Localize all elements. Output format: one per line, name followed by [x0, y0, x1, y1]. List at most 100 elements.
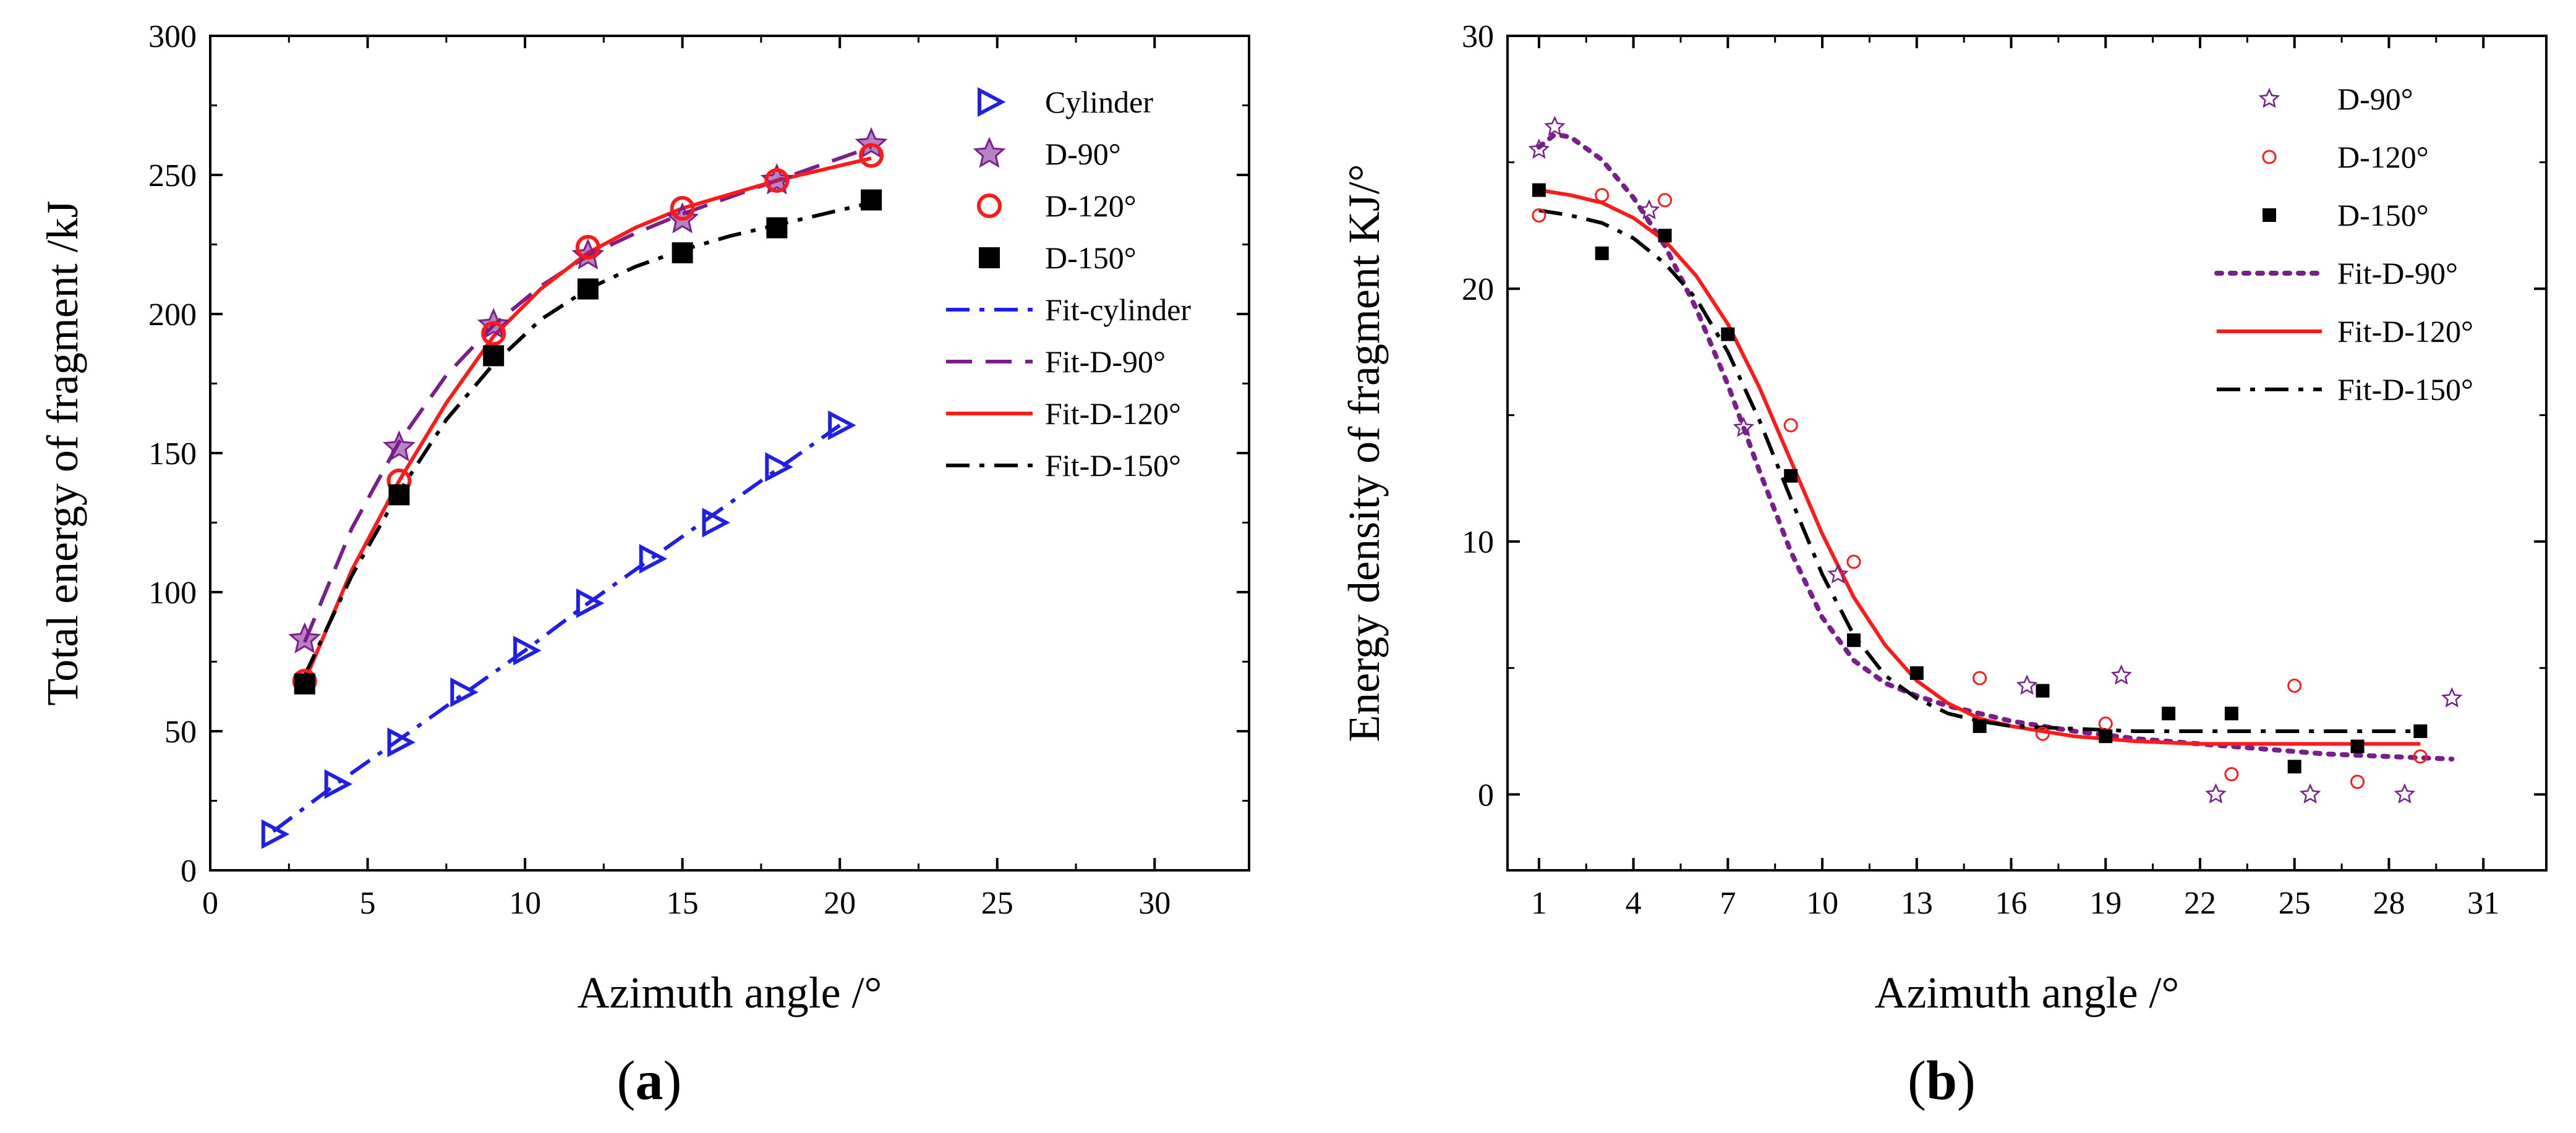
x-tick-label: 20: [824, 886, 856, 921]
data-point-cylinder: [513, 635, 542, 666]
legend-marker-d-150: [2263, 208, 2276, 222]
data-point-d-120: [1658, 193, 1673, 208]
data-point-d-90: [1544, 116, 1566, 136]
data-point-d-150: [1658, 229, 1672, 243]
data-point-d-120: [670, 196, 695, 221]
y-axis-title-b: Energy density of fragment KJ/°: [1339, 164, 1389, 742]
y-tick-label: 200: [148, 297, 197, 333]
legend-marker-d-90: [973, 137, 1006, 168]
data-point-d-120: [481, 321, 506, 346]
data-points-a: [261, 127, 888, 849]
panel-letter-b: b: [1926, 1050, 1957, 1111]
x-axis-title-a: Azimuth angle /°: [578, 968, 882, 1017]
legend-label-fit-d-120: Fit-D-120°: [1045, 396, 1181, 431]
data-point-d-90: [2110, 664, 2132, 685]
data-point-d-150: [388, 484, 410, 506]
data-point-d-90: [1528, 138, 1550, 159]
data-point-cylinder: [324, 769, 353, 799]
data-point-d-120: [2287, 678, 2302, 693]
legend-label-fit-d-150: Fit-D-150°: [2337, 372, 2473, 407]
data-point-d-90: [1638, 199, 1660, 219]
data-point-d-150: [2287, 760, 2301, 774]
y-tick-label: 150: [148, 436, 197, 472]
series-line-fit-d-90: [1536, 132, 2455, 762]
legend-marker-d-150: [979, 247, 1000, 268]
legend-a: Cylinder D-90° D-120° D-150° Fit-cylinder Fit…: [946, 85, 1191, 483]
x-tick-label: 4: [1626, 886, 1642, 921]
data-point-d-120: [1846, 554, 1861, 569]
x-tick-label: 10: [1806, 886, 1838, 921]
data-point-d-120: [575, 235, 600, 260]
data-point-d-90: [288, 622, 322, 653]
x-tick-label: 25: [981, 886, 1013, 921]
x-tick-label: 19: [2089, 886, 2122, 921]
x-tick-label: 16: [1995, 886, 2028, 921]
fit-lines-a: [271, 145, 872, 833]
data-point-cylinder: [450, 677, 479, 707]
data-point-d-90: [2205, 783, 2227, 804]
x-tick-label: 10: [509, 886, 541, 921]
y-tick-label: 0: [1478, 778, 1494, 813]
data-point-d-150: [2099, 729, 2113, 744]
data-point-d-150: [861, 189, 882, 211]
y-tick-label: 50: [164, 715, 197, 750]
fit-lines-b: [1536, 132, 2455, 762]
data-point-d-150: [766, 217, 788, 239]
legend-label-d-90: D-90°: [1045, 137, 1121, 171]
y-axis-title-a: Total energy of fragment /kJ: [38, 200, 87, 705]
x-tick-label: 31: [2467, 886, 2499, 921]
x-axis-title-b: Azimuth angle /°: [1875, 968, 2180, 1017]
data-point-d-150: [1532, 183, 1546, 197]
data-point-d-150: [1909, 666, 1924, 680]
data-points-b: [1528, 116, 2463, 804]
panel-letter-a: a: [636, 1050, 663, 1111]
data-point-d-150: [577, 278, 599, 300]
x-tick-label: 7: [1720, 886, 1736, 921]
legend-label-fit-d-150: Fit-D-150°: [1045, 448, 1181, 483]
data-point-d-150: [2350, 739, 2365, 753]
legend-label-d-150: D-150°: [2337, 198, 2429, 232]
data-point-d-150: [1847, 633, 1861, 647]
panel-label-b: (b): [1908, 1050, 1976, 1111]
legend-marker-d-120: [2262, 150, 2277, 164]
data-point-d-150: [2224, 707, 2238, 721]
legend-label-d-150: D-150°: [1045, 240, 1137, 275]
legend-label-fit-d-90: Fit-D-90°: [2337, 256, 2458, 291]
legend-label-cylinder: Cylinder: [1045, 85, 1153, 119]
legend-marker-d-120: [977, 193, 1002, 218]
panel-label-a: (a): [617, 1050, 682, 1111]
data-point-d-120: [2350, 774, 2365, 789]
data-point-cylinder: [639, 544, 668, 574]
legend-label-fit-d-90: Fit-D-90°: [1045, 344, 1166, 379]
data-point-d-120: [1783, 418, 1798, 433]
data-point-d-120: [1973, 671, 1987, 685]
y-tick-label: 100: [148, 575, 197, 611]
series-line-fit-d-150: [1538, 208, 2421, 733]
data-point-d-150: [1784, 469, 1798, 483]
series-line-fit-d-120: [1538, 188, 2421, 746]
data-point-d-120: [764, 168, 790, 193]
data-point-cylinder: [828, 410, 856, 440]
data-point-d-90: [1827, 563, 1849, 584]
y-tick-label: 20: [1462, 272, 1494, 307]
y-tick-label: 10: [1462, 525, 1494, 560]
data-point-d-150: [2162, 707, 2176, 721]
data-point-cylinder: [576, 588, 605, 618]
data-point-cylinder: [261, 819, 290, 849]
x-tick-label: 13: [1901, 886, 1933, 921]
plot-frame-b: [1506, 35, 2548, 872]
series-line-fit-cylinder: [271, 423, 841, 833]
data-point-d-150: [294, 673, 315, 695]
x-tick-label: 0: [202, 886, 218, 921]
data-point-d-150: [2413, 724, 2428, 738]
data-point-d-120: [2413, 749, 2428, 764]
x-tick-label: 28: [2373, 886, 2405, 921]
data-point-d-90: [382, 430, 416, 462]
legend-label-d-90: D-90°: [2337, 82, 2413, 116]
data-point-d-90: [1733, 417, 1755, 437]
y-tick-label: 30: [1462, 19, 1494, 54]
data-point-d-120: [859, 143, 884, 168]
